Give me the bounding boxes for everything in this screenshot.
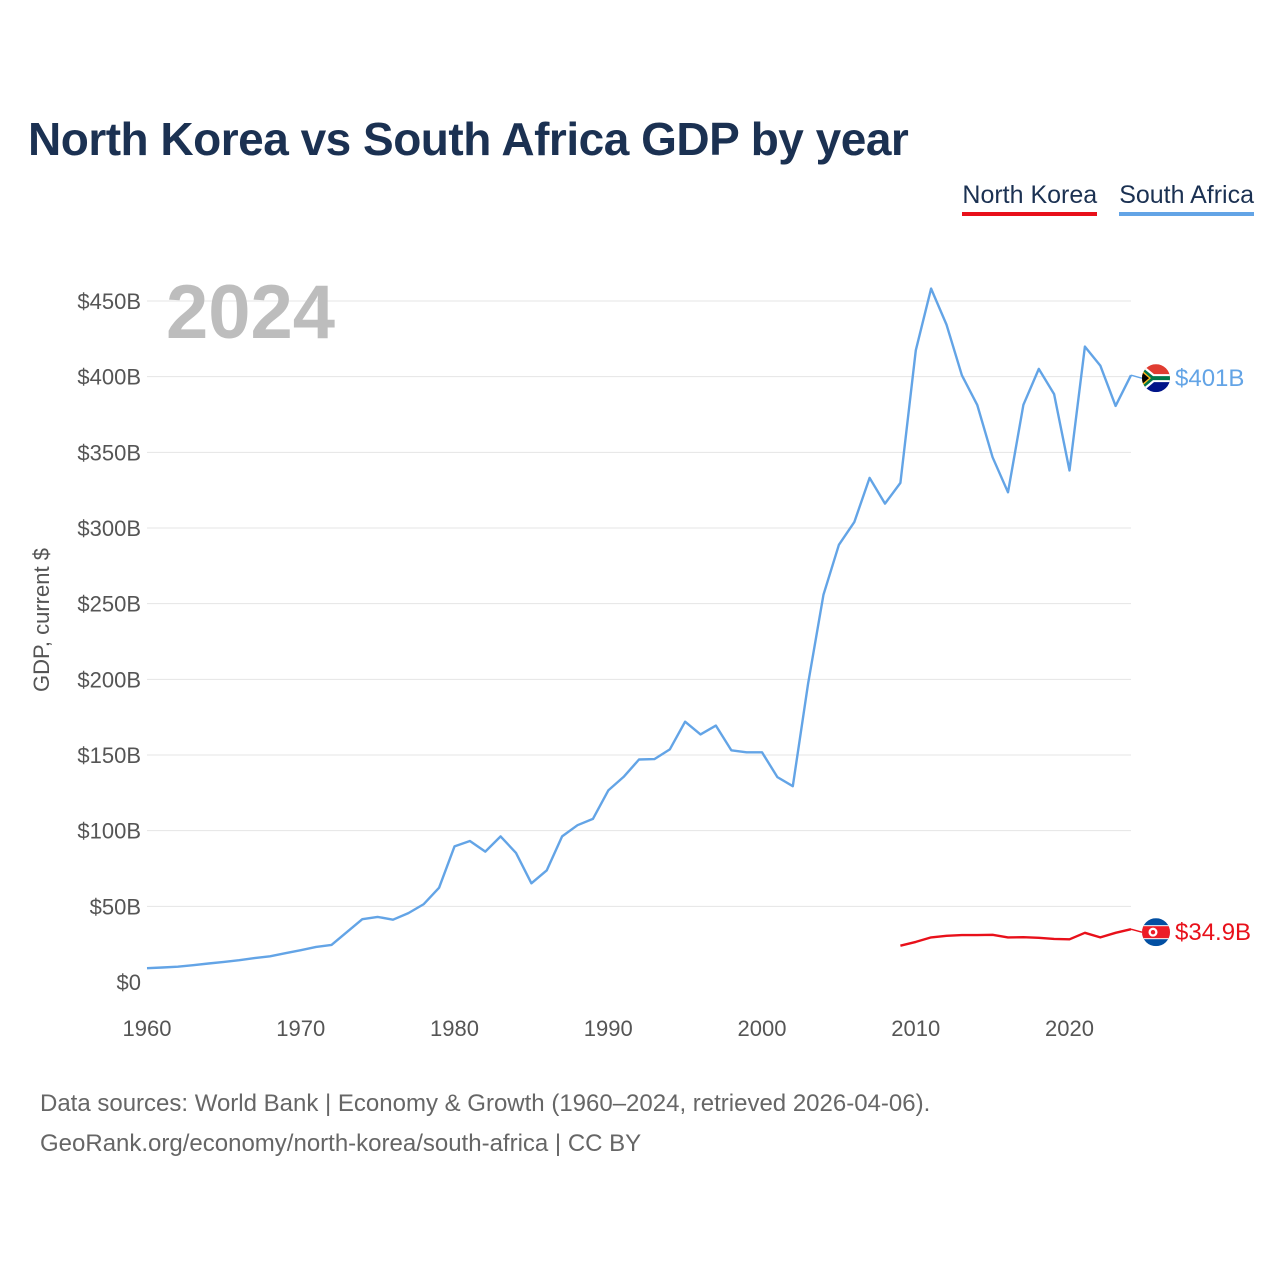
north-korea-flag-icon bbox=[1142, 918, 1170, 947]
x-tick-label: 1960 bbox=[123, 1016, 172, 1041]
x-tick-label: 1990 bbox=[584, 1016, 633, 1041]
data-sources: Data sources: World Bank | Economy & Gro… bbox=[40, 1084, 930, 1164]
y-tick-label: $250B bbox=[77, 592, 141, 617]
y-tick-label: $400B bbox=[77, 365, 141, 390]
y-tick-label: $50B bbox=[90, 894, 141, 919]
y-tick-label: $350B bbox=[77, 440, 141, 465]
chart-title: North Korea vs South Africa GDP by year bbox=[28, 113, 909, 165]
legend-item-north-korea[interactable]: North Korea bbox=[962, 180, 1098, 216]
end-value-label-north-korea: $34.9B bbox=[1175, 919, 1251, 946]
series-line-north-korea[interactable] bbox=[900, 928, 1132, 947]
end-value-label-south-africa: $401B bbox=[1175, 365, 1244, 392]
series-line-south-africa[interactable] bbox=[146, 287, 1133, 970]
y-tick-label: $150B bbox=[77, 743, 141, 768]
x-tick-label: 1980 bbox=[430, 1016, 479, 1041]
y-axis-title: GDP, current $ bbox=[29, 548, 54, 692]
series-lines bbox=[146, 287, 1133, 970]
y-axis-ticks: $0 $50B $100B $150B $200B $250B $300B $350B $400… bbox=[77, 289, 141, 995]
y-tick-label: $450B bbox=[77, 289, 141, 314]
x-tick-label: 2010 bbox=[891, 1016, 940, 1041]
year-watermark: 2024 bbox=[166, 270, 335, 355]
series-end-markers: $401B $34.9B bbox=[1130, 364, 1251, 947]
x-tick-label: 1970 bbox=[276, 1016, 325, 1041]
source-line-1: Data sources: World Bank | Economy & Gro… bbox=[40, 1090, 931, 1117]
end-connector bbox=[1130, 374, 1143, 379]
y-tick-label: $200B bbox=[77, 667, 141, 692]
y-tick-label: $100B bbox=[77, 819, 141, 844]
x-axis-ticks: 1960 1970 1980 1990 2000 2010 2020 bbox=[123, 1016, 1094, 1041]
south-africa-flag-icon bbox=[1142, 364, 1170, 393]
y-tick-label: $0 bbox=[117, 970, 141, 995]
x-tick-label: 2020 bbox=[1045, 1016, 1094, 1041]
legend: North Korea South Africa bbox=[962, 180, 1254, 216]
end-connector bbox=[1130, 928, 1143, 933]
source-line-2[interactable]: GeoRank.org/economy/north-korea/south-af… bbox=[40, 1130, 642, 1157]
y-tick-label: $300B bbox=[77, 516, 141, 541]
gridlines bbox=[147, 300, 1131, 907]
legend-item-south-africa[interactable]: South Africa bbox=[1119, 180, 1254, 216]
x-tick-label: 2000 bbox=[738, 1016, 787, 1041]
